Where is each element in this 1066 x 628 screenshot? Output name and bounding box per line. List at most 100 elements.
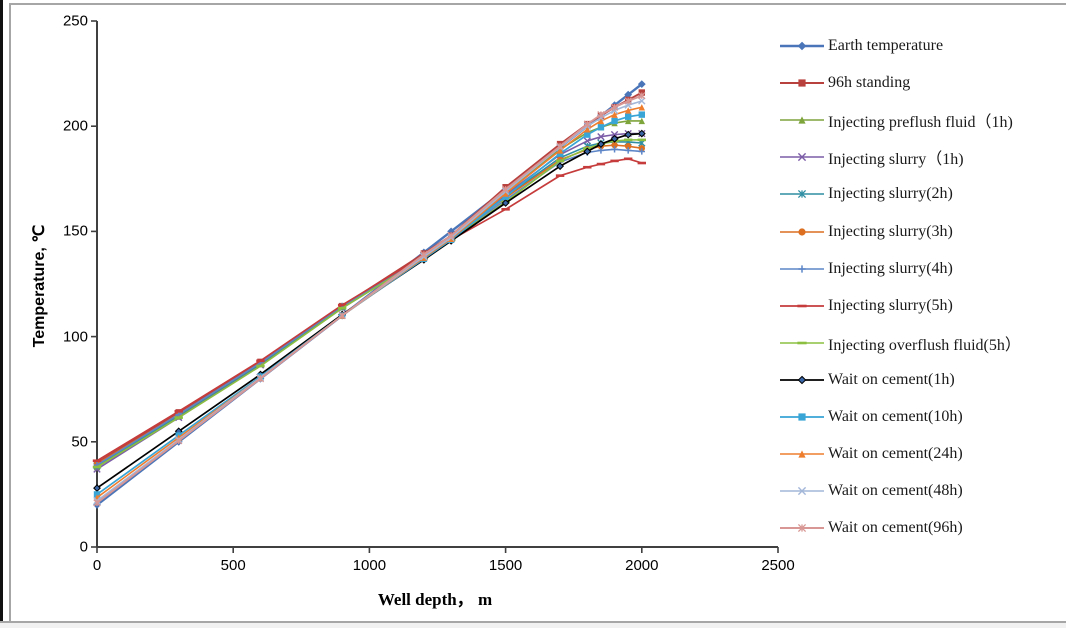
dash-marker xyxy=(92,459,102,463)
dash-legend-swatch-icon xyxy=(780,341,824,345)
triangle-marker xyxy=(611,111,618,118)
legend-label: Injecting slurry(4h) xyxy=(828,259,953,277)
x-tick-label: 500 xyxy=(220,557,246,574)
triangle-marker xyxy=(638,104,645,111)
x-tick-label: 2500 xyxy=(761,557,795,574)
legend-item: Wait on cement(96h) xyxy=(779,518,963,538)
x-tick-label: 0 xyxy=(92,557,102,574)
diamond-marker xyxy=(637,80,646,89)
legend-item: Wait on cement(24h) xyxy=(779,444,963,464)
star-marker xyxy=(610,103,619,111)
y-tick-label: 100 xyxy=(62,328,88,346)
triangle-marker xyxy=(798,116,806,124)
diamond-marker xyxy=(624,130,633,139)
diamond-marker xyxy=(501,199,510,207)
star-marker xyxy=(597,110,605,119)
diamond-marker xyxy=(556,162,564,171)
x-legend-swatch-icon xyxy=(780,487,824,496)
dash-marker xyxy=(623,157,633,161)
series-8 xyxy=(92,138,646,469)
dash-marker xyxy=(555,174,565,177)
legend-item: Injecting overflush fluid(5h） xyxy=(779,333,1021,354)
legend-item: Injecting slurry(5h) xyxy=(779,296,953,316)
star-marker xyxy=(583,120,591,128)
x-tick-label: 2000 xyxy=(625,557,659,574)
dash-marker xyxy=(623,138,633,142)
dash-marker xyxy=(596,162,606,166)
triangle-marker xyxy=(597,117,605,125)
y-tick-label: 250 xyxy=(62,12,88,30)
star-marker xyxy=(501,185,510,193)
dash-legend-swatch-icon xyxy=(780,304,824,307)
x-marker xyxy=(797,487,807,496)
legend-label: Injecting preflush fluid（1h) xyxy=(828,114,1013,132)
x-tick-label: 1500 xyxy=(488,557,523,574)
dash-marker xyxy=(637,138,646,142)
star-marker xyxy=(256,375,265,383)
dash-marker xyxy=(337,303,347,307)
figure-footer-strip xyxy=(0,623,1066,628)
dash-marker xyxy=(501,208,510,211)
plus-marker xyxy=(798,264,806,273)
legend-item: Wait on cement(1h) xyxy=(779,370,955,390)
star-marker xyxy=(175,437,183,445)
legend-label: Injecting overflush fluid(5h） xyxy=(828,336,1021,354)
legend-item: Injecting slurry(2h) xyxy=(779,184,953,204)
y-tick-label: 0 xyxy=(79,538,88,556)
diamond-marker xyxy=(797,41,807,51)
triangle-marker xyxy=(556,147,564,154)
legend-label: Wait on cement(96h) xyxy=(828,519,963,537)
figure-border-bottom xyxy=(0,621,1066,623)
triangle-marker xyxy=(798,450,806,458)
dash-marker xyxy=(797,341,807,345)
square-marker xyxy=(624,113,632,120)
x-legend-swatch-icon xyxy=(780,153,824,162)
x-marker xyxy=(638,97,646,105)
legend-label: Injecting slurry(5h) xyxy=(828,296,953,314)
diamond-legend-swatch-icon xyxy=(780,375,824,385)
legend-item: Injecting slurry(4h) xyxy=(779,259,953,279)
star-marker xyxy=(624,97,632,105)
square-marker xyxy=(611,117,618,125)
star-marker xyxy=(638,92,646,100)
triangle-marker xyxy=(584,126,591,133)
legend-label: Wait on cement(1h) xyxy=(828,370,955,388)
legend-item: Injecting slurry(3h) xyxy=(779,222,953,242)
triangle-legend-swatch-icon xyxy=(780,116,824,124)
legend-item: Wait on cement(48h) xyxy=(779,481,963,501)
diamond-legend-swatch-icon xyxy=(780,41,824,51)
x-tick-label: 1000 xyxy=(352,557,387,574)
circle-marker xyxy=(624,142,632,150)
diamond-marker xyxy=(583,147,592,156)
dash-marker xyxy=(637,161,646,165)
triangle-marker xyxy=(624,117,632,125)
star-legend-swatch-icon xyxy=(780,524,824,533)
plus-marker xyxy=(638,148,645,155)
legend-label: Wait on cement(24h) xyxy=(828,445,963,463)
x-marker xyxy=(597,133,605,141)
legend-item: Earth temperature xyxy=(779,36,943,56)
square-marker xyxy=(597,124,605,131)
legend-label: Wait on cement(48h) xyxy=(828,482,963,500)
x-marker xyxy=(797,153,807,162)
diamond-marker xyxy=(637,129,646,138)
star-marker xyxy=(420,250,428,259)
legend-item: Injecting slurry（1h) xyxy=(779,147,964,169)
diamond-marker xyxy=(597,140,605,148)
plus-legend-swatch-icon xyxy=(780,264,824,273)
diamond-marker xyxy=(797,375,807,385)
legend-label: Wait on cement(10h) xyxy=(828,408,963,425)
square-marker xyxy=(798,413,806,421)
y-tick-label: 200 xyxy=(62,117,88,135)
star-marker xyxy=(797,524,807,533)
x-axis-title: Well depth， m xyxy=(377,590,493,609)
diamond-marker xyxy=(610,134,619,143)
dash-marker xyxy=(174,416,183,419)
y-tick-label: 150 xyxy=(62,222,88,240)
legend-label: Injecting slurry（1h) xyxy=(828,151,964,169)
dash-marker xyxy=(583,165,592,169)
dash-marker xyxy=(610,159,619,163)
plus-marker xyxy=(611,146,618,153)
star-marker xyxy=(797,190,807,199)
series-13 xyxy=(93,92,646,507)
